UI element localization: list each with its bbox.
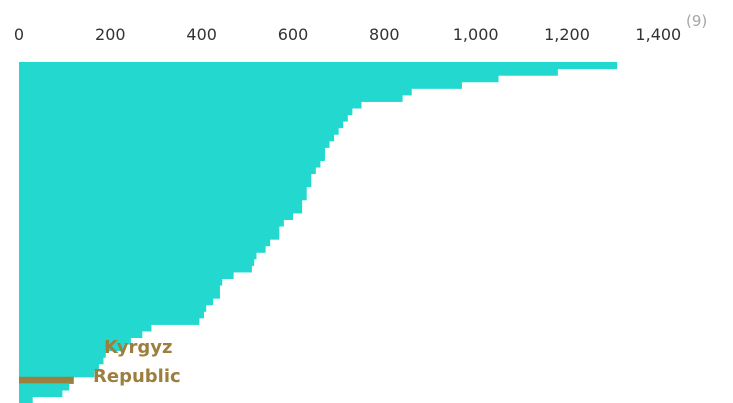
bar [19, 324, 152, 332]
highlight-bar [19, 376, 74, 384]
bar [19, 298, 214, 306]
bar [19, 94, 403, 102]
x-tick-label: 600 [278, 25, 309, 44]
x-tick-label: 1,200 [544, 25, 590, 44]
bar [19, 330, 143, 339]
bar [19, 363, 99, 371]
bar [19, 245, 266, 253]
bar [19, 166, 316, 175]
bar [19, 101, 362, 109]
bar [19, 134, 335, 142]
footnote-marker: (9) [686, 12, 707, 30]
x-tick-label: 1,400 [635, 25, 681, 44]
x-tick-label: 800 [369, 25, 400, 44]
bar [19, 383, 70, 391]
bar [19, 291, 220, 299]
bar [19, 186, 307, 194]
bar [19, 173, 312, 181]
bar [19, 114, 348, 122]
bar [19, 62, 618, 70]
bar [19, 284, 220, 293]
x-tick-label: 0 [14, 25, 24, 44]
bar [19, 311, 204, 319]
bar [19, 206, 303, 214]
x-axis-ticks: 0 200 400 600 800 1,000 1,200 1,400 [14, 25, 681, 44]
bar [19, 81, 462, 89]
bar [19, 317, 200, 325]
bar [19, 68, 558, 76]
x-tick-label: 1,000 [453, 25, 499, 44]
bar [19, 265, 252, 273]
bar [19, 343, 125, 352]
bar [19, 350, 106, 358]
bar [19, 88, 412, 96]
bar [19, 278, 223, 286]
highlight-label-line-2: Republic [93, 366, 181, 387]
bar [19, 239, 271, 247]
bar [19, 153, 325, 161]
x-tick-label: 400 [186, 25, 217, 44]
bar [19, 252, 257, 260]
bar [19, 232, 280, 240]
bar [19, 271, 234, 280]
bar [19, 160, 321, 168]
bar [19, 127, 339, 135]
bar [19, 304, 207, 312]
x-tick-label: 200 [95, 25, 126, 44]
bar [19, 75, 499, 83]
bar [19, 140, 330, 148]
highlight-label-line-1: Kyrgyz [104, 337, 173, 358]
bar [19, 337, 131, 345]
bar [19, 225, 280, 234]
bar [19, 357, 104, 365]
bar [19, 219, 284, 227]
bar [19, 389, 63, 398]
bar [19, 396, 33, 403]
bar [19, 199, 303, 207]
bar [19, 147, 325, 155]
bar [19, 180, 312, 188]
bar [19, 107, 353, 116]
bars [19, 62, 618, 403]
bar [19, 258, 255, 266]
bar [19, 370, 95, 378]
bar [19, 121, 344, 129]
bar [19, 212, 293, 220]
bar [19, 193, 307, 201]
